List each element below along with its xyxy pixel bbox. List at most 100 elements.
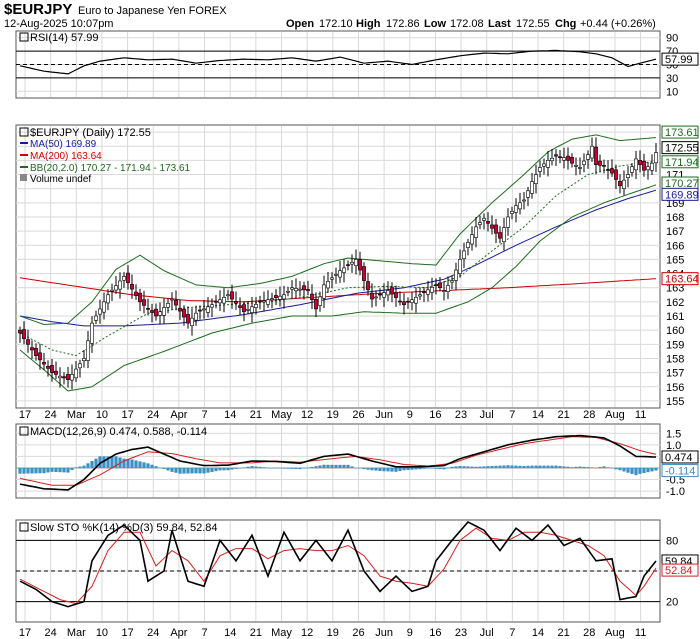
y-tick-label: -0.5 bbox=[666, 475, 685, 487]
macd-histogram-bar bbox=[610, 467, 614, 469]
macd-histogram-bar bbox=[550, 465, 554, 468]
low-label: Low bbox=[424, 18, 446, 30]
x-axis-label: 17 bbox=[19, 627, 31, 639]
macd-histogram-bar bbox=[70, 467, 74, 470]
candle-body bbox=[606, 169, 610, 171]
candle-body bbox=[214, 300, 218, 303]
candle-body bbox=[482, 218, 486, 221]
candle-body bbox=[22, 329, 26, 339]
rsi-line bbox=[19, 49, 657, 75]
bb-lower-line bbox=[19, 184, 657, 392]
ma200-line bbox=[19, 277, 657, 303]
x-axis-label: Jul bbox=[480, 409, 494, 421]
macd-histogram-bar bbox=[42, 467, 46, 474]
candle-body bbox=[302, 285, 306, 291]
macd-histogram-bar bbox=[166, 467, 170, 471]
candle-body bbox=[270, 298, 274, 300]
macd-histogram-bar bbox=[330, 464, 334, 468]
candle-body bbox=[202, 308, 206, 311]
candle-body bbox=[274, 295, 278, 298]
y-tick-label: 157 bbox=[666, 368, 684, 380]
x-axis-label: 17 bbox=[121, 409, 133, 421]
candle-body bbox=[630, 166, 634, 173]
y-tick-label: 1.5 bbox=[666, 428, 681, 440]
candle-body bbox=[454, 269, 458, 281]
candle-body bbox=[142, 299, 146, 306]
x-axis-label: 26 bbox=[352, 627, 364, 639]
macd-histogram-bar bbox=[66, 467, 70, 473]
candle-body bbox=[314, 298, 318, 310]
candle-body bbox=[554, 154, 558, 157]
ma50-line bbox=[19, 189, 657, 327]
macd-line bbox=[19, 434, 657, 491]
x-axis-label: 23 bbox=[455, 409, 467, 421]
candle-body bbox=[390, 287, 394, 295]
candle-body bbox=[58, 375, 62, 379]
macd-histogram-bar bbox=[482, 466, 486, 468]
macd-histogram-bar bbox=[586, 467, 590, 468]
macd-histogram-bar bbox=[254, 466, 258, 468]
macd-histogram-bar bbox=[366, 467, 370, 470]
macd-histogram-bar bbox=[298, 467, 302, 470]
macd-histogram-bar bbox=[86, 463, 90, 468]
candle-body bbox=[422, 291, 426, 293]
macd-histogram-bar bbox=[654, 467, 658, 471]
candle-body bbox=[370, 292, 374, 300]
candle-body bbox=[590, 145, 594, 159]
macd-histogram-bar bbox=[506, 465, 510, 468]
price-value-tag bbox=[661, 272, 699, 286]
macd-histogram-bar bbox=[146, 463, 150, 468]
macd-histogram-bar bbox=[542, 465, 546, 468]
candle-body bbox=[282, 294, 286, 300]
macd-label-text: MACD(12,26,9) 0.474, 0.588, -0.114 bbox=[30, 426, 207, 438]
macd-histogram-bar bbox=[346, 464, 350, 468]
candle-body bbox=[162, 307, 166, 316]
macd-histogram-bar bbox=[150, 464, 154, 468]
macd-histogram-bar bbox=[234, 467, 238, 469]
candle-body bbox=[102, 301, 106, 313]
macd-histogram-bar bbox=[294, 467, 298, 469]
macd-histogram-bar bbox=[402, 467, 406, 471]
macd-histogram-bar bbox=[338, 464, 342, 468]
x-axis-label: 23 bbox=[455, 627, 467, 639]
candle-body bbox=[254, 304, 258, 308]
high-value: 172.86 bbox=[386, 18, 420, 30]
candle-body bbox=[206, 306, 210, 313]
macd-histogram-bar bbox=[138, 461, 142, 468]
y-tick-label: 168 bbox=[666, 212, 684, 224]
candle-body bbox=[402, 301, 406, 306]
candle-body bbox=[530, 181, 534, 194]
macd-histogram-bar bbox=[222, 467, 226, 471]
candle-body bbox=[354, 259, 358, 267]
macd-histogram-bar bbox=[646, 467, 650, 473]
y-tick-label: 155 bbox=[666, 396, 684, 408]
macd-histogram-bar bbox=[126, 459, 130, 468]
candle-body bbox=[406, 300, 410, 303]
candle-body bbox=[318, 296, 322, 306]
macd-histogram-bar bbox=[634, 467, 638, 476]
macd-histogram-bar bbox=[474, 466, 478, 468]
candle-body bbox=[634, 158, 638, 171]
candle-body bbox=[74, 368, 78, 379]
candle-body bbox=[426, 289, 430, 295]
y-tick-label: 1.0 bbox=[666, 440, 681, 452]
x-axis-label: 26 bbox=[352, 409, 364, 421]
y-tick-label: 161 bbox=[666, 311, 684, 323]
macd-histogram-bar bbox=[534, 465, 538, 468]
candle-body bbox=[190, 317, 194, 327]
x-axis-label: 12 bbox=[301, 409, 313, 421]
macd-histogram-bar bbox=[590, 467, 594, 468]
macd-histogram-bar bbox=[526, 465, 530, 468]
macd-histogram-bar bbox=[350, 466, 354, 468]
candle-body bbox=[398, 300, 402, 303]
candle-body bbox=[146, 308, 150, 310]
candle-body bbox=[34, 347, 38, 356]
x-axis-label: Apr bbox=[170, 627, 187, 639]
macd-histogram-bar bbox=[450, 466, 454, 468]
low-value: 172.08 bbox=[450, 18, 484, 30]
candle-body bbox=[226, 294, 230, 297]
symbol-title: $EURJPY bbox=[4, 1, 72, 18]
candle-body bbox=[466, 242, 470, 248]
candle-body bbox=[198, 309, 202, 312]
candle-body bbox=[366, 281, 370, 291]
